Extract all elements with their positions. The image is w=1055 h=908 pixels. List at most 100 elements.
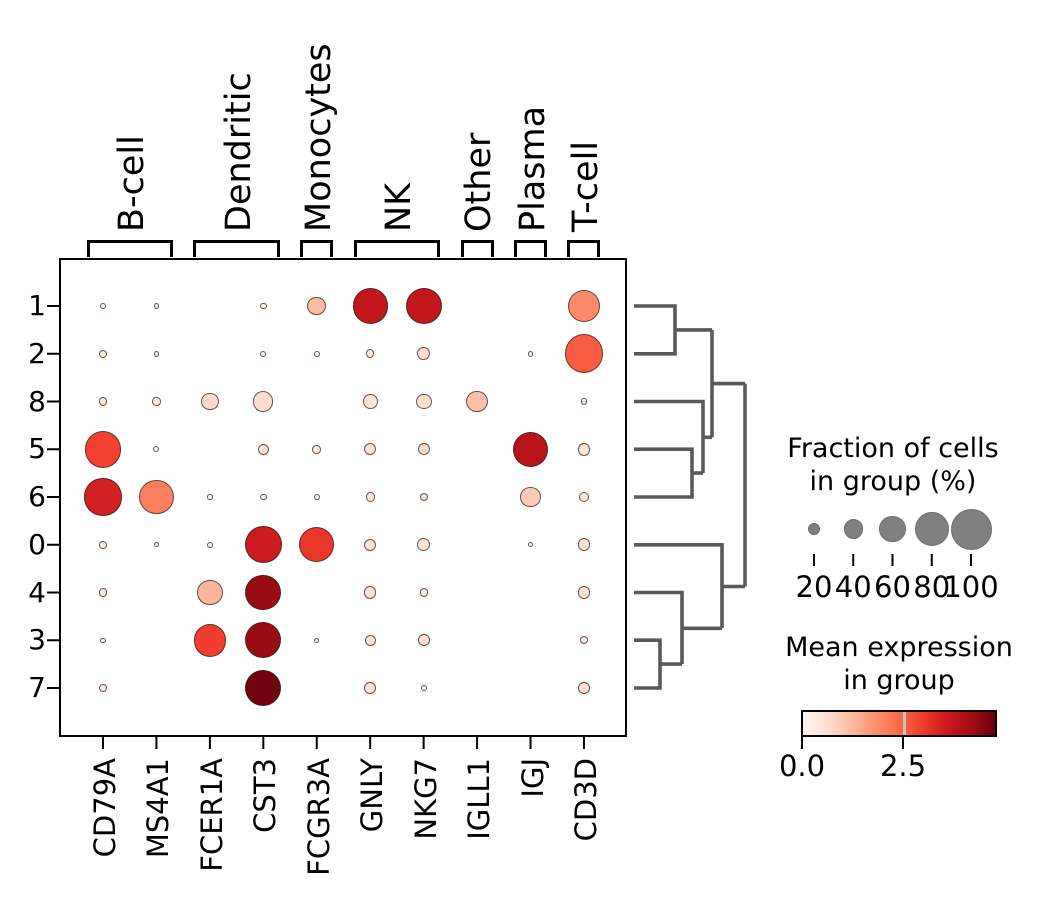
expression-dot (365, 492, 375, 502)
gene-label: CST3 (248, 758, 283, 833)
expression-dot (513, 431, 548, 467)
group-bracket (567, 240, 601, 257)
gene-label: GNLY (355, 758, 390, 833)
expression-dot (99, 540, 107, 549)
expression-dot (579, 636, 589, 645)
size-legend-title: Fraction of cells in group (%) (693, 432, 1055, 498)
size-legend-dot (879, 515, 906, 543)
expression-dot (99, 349, 107, 358)
expression-dot (364, 538, 377, 551)
cluster-label: 8 (28, 384, 46, 418)
size-legend-title-line2: in group (%) (809, 466, 977, 497)
colorbar-title-line1: Mean expression (785, 632, 1013, 663)
gene-label: FCER1A (194, 758, 229, 872)
expression-dot (245, 622, 282, 659)
size-legend-dot (843, 519, 863, 539)
expression-dot (578, 682, 590, 694)
expression-dot (299, 527, 335, 563)
expression-dot (245, 574, 282, 611)
expression-dot (362, 394, 378, 409)
group-label: B-cell (111, 135, 152, 232)
expression-dot (577, 538, 591, 552)
expression-dot (577, 442, 591, 456)
gene-label: FCGR3A (301, 758, 336, 876)
size-legend-tick-label: 20 (795, 570, 833, 604)
expression-dot (420, 684, 427, 692)
expression-dot (313, 493, 320, 501)
expression-dot (578, 491, 590, 503)
group-label: NK (378, 182, 419, 232)
cluster-label: 4 (28, 575, 46, 609)
group-label: T-cell (565, 140, 606, 232)
gene-label: NKG7 (408, 758, 443, 840)
expression-dot (98, 588, 108, 597)
expression-dot (313, 350, 320, 357)
expression-dot (520, 486, 541, 508)
expression-dot (196, 579, 223, 606)
size-legend-tick-label: 80 (913, 570, 951, 604)
expression-dot (567, 289, 601, 323)
expression-dot (98, 683, 108, 693)
cluster-label: 5 (28, 432, 46, 466)
expression-dot (419, 588, 428, 597)
expression-dot (84, 430, 122, 468)
gene-label: IGJ (515, 758, 550, 798)
group-bracket (353, 240, 441, 257)
colorbar-title: Mean expression in group (699, 631, 1055, 697)
group-bracket (300, 240, 334, 257)
expression-dot (363, 586, 377, 599)
expression-dot (417, 347, 431, 361)
cluster-label: 3 (28, 623, 46, 657)
expression-dot (260, 350, 267, 357)
expression-dot (364, 682, 377, 694)
expression-dot (307, 296, 327, 316)
gene-label: MS4A1 (141, 758, 176, 859)
expression-dot (564, 334, 604, 374)
gene-label: IGLL1 (462, 758, 497, 840)
group-label: Plasma (512, 105, 553, 232)
gene-label: CD3D (568, 758, 603, 842)
expression-dot (352, 288, 388, 324)
size-legend-tick-label: 40 (834, 570, 872, 604)
expression-dot (100, 303, 106, 309)
expression-dot (253, 391, 274, 412)
size-legend-title-line1: Fraction of cells (787, 433, 999, 464)
expression-dot (139, 479, 174, 515)
expression-dot (365, 349, 375, 359)
group-label: Monocytes (298, 43, 339, 232)
size-legend-dot (807, 522, 821, 536)
group-bracket (460, 240, 494, 257)
size-legend-dot (914, 512, 949, 546)
colorbar-title-line2: in group (843, 665, 955, 696)
expression-dot (257, 443, 270, 455)
expression-dot (153, 542, 160, 548)
expression-dot (466, 390, 489, 413)
group-label: Other (459, 132, 500, 232)
expression-dot (417, 443, 430, 456)
expression-dot (527, 350, 534, 357)
expression-dot (415, 393, 432, 410)
expression-dot (244, 526, 282, 564)
colorbar-tick-label-0: 0.0 (778, 749, 826, 783)
expression-dot (193, 623, 227, 657)
dendrogram-lines (634, 304, 747, 690)
cluster-label: 6 (28, 480, 46, 513)
expression-dot (527, 542, 534, 548)
expression-dot (153, 446, 160, 453)
colorbar-inner-tick (903, 712, 906, 735)
colorbar-tick-label-1: 2.5 (879, 749, 927, 783)
cluster-label: 2 (28, 336, 46, 370)
size-legend-tick-label: 100 (943, 570, 999, 604)
expression-dot (206, 541, 213, 548)
expression-dot (312, 444, 322, 454)
cluster-label: 7 (28, 671, 46, 704)
cluster-label: 1 (28, 289, 46, 322)
expression-dot (405, 288, 442, 324)
expression-dot (245, 670, 282, 706)
expression-dot (98, 397, 108, 406)
expression-dot (417, 634, 430, 647)
expression-dot (580, 398, 588, 405)
expression-dot (152, 397, 161, 406)
